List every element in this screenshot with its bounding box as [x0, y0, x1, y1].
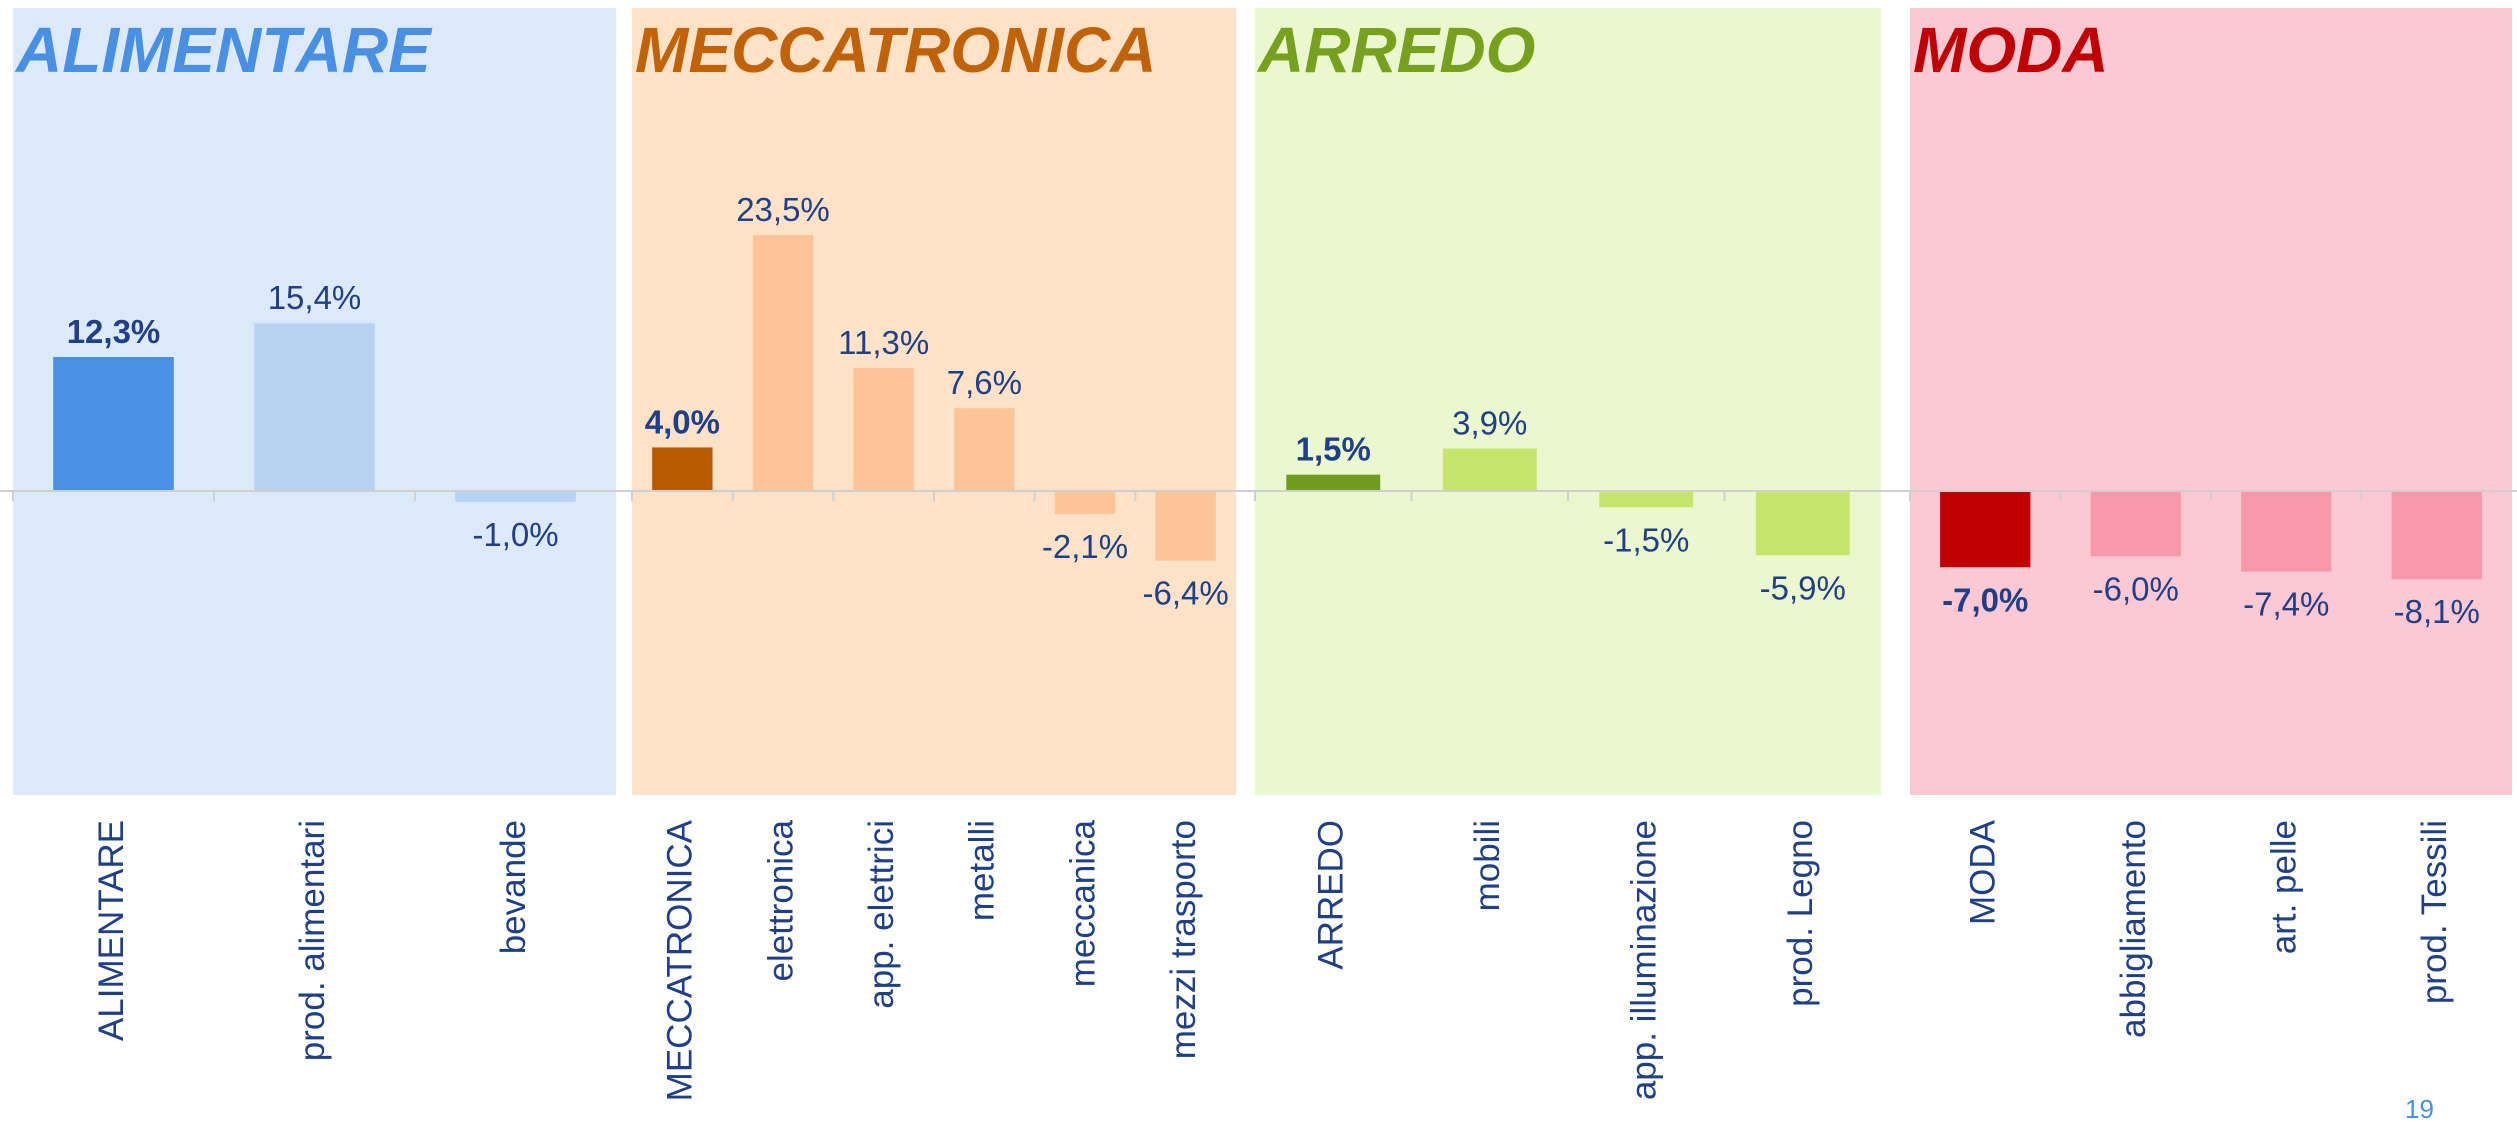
bar	[954, 408, 1015, 491]
bar	[455, 491, 576, 502]
value-label: 12,3%	[67, 313, 161, 350]
x-tick-label: abbigliamento	[2114, 820, 2153, 1038]
value-label: 7,6%	[947, 364, 1022, 401]
bar	[2391, 491, 2482, 580]
panel-background	[1910, 8, 2512, 795]
x-tick-label: ARREDO	[1312, 820, 1351, 970]
panel-background	[1255, 8, 1881, 795]
value-label: -1,5%	[1603, 521, 1689, 558]
value-label: 1,5%	[1296, 431, 1371, 468]
bar	[254, 323, 375, 491]
value-label: -6,4%	[1143, 575, 1229, 612]
x-tick-label: MECCATRONICA	[661, 819, 700, 1101]
bar	[2241, 491, 2332, 572]
x-tick-label: mezzi trasporto	[1164, 820, 1203, 1059]
x-tick-label: app. elettrici	[862, 820, 901, 1009]
value-label: 15,4%	[268, 279, 362, 316]
page-number: 19	[2405, 1094, 2434, 1122]
bar	[2090, 491, 2181, 557]
x-tick-label: bevande	[494, 820, 533, 954]
x-tick-label: metalli	[963, 820, 1002, 921]
panel-title: ARREDO	[1256, 14, 1535, 86]
panel-title: MODA	[1913, 14, 2109, 86]
value-label: -7,0%	[1942, 581, 2028, 618]
panel-background	[632, 8, 1236, 795]
value-label: -8,1%	[2394, 593, 2480, 630]
bar	[652, 447, 713, 491]
value-label: -5,9%	[1760, 569, 1846, 606]
x-tick-label: elettronica	[761, 819, 800, 981]
value-label: 11,3%	[838, 324, 929, 361]
x-tick-label: MODA	[1964, 819, 2003, 925]
x-tick-label: art. pelle	[2265, 820, 2304, 954]
bar	[1442, 448, 1537, 491]
bar	[1155, 491, 1216, 561]
bar	[1286, 474, 1381, 491]
x-tick-label: ALIMENTARE	[92, 820, 131, 1041]
x-tick-label: prod. Legno	[1781, 820, 1820, 1007]
bar	[1755, 491, 1850, 556]
value-label: 4,0%	[645, 403, 720, 440]
x-tick-label: mobili	[1468, 820, 1507, 911]
panel-title: MECCATRONICA	[635, 14, 1156, 86]
x-tick-label: prod. Tessili	[2415, 820, 2454, 1004]
bar	[1940, 491, 2031, 568]
bar	[1054, 491, 1116, 514]
panel-title: ALIMENTARE	[14, 14, 433, 86]
bar	[53, 357, 174, 491]
value-label: -7,4%	[2243, 586, 2329, 623]
value-label: -1,0%	[472, 516, 558, 553]
x-tick-label: app. illuminazione	[1625, 820, 1664, 1100]
x-tick-label: meccanica	[1063, 819, 1102, 987]
value-label: 23,5%	[736, 191, 830, 228]
x-tick-label: prod. alimentari	[293, 820, 332, 1061]
bar	[752, 235, 814, 491]
value-label: -2,1%	[1042, 528, 1128, 565]
value-label: 3,9%	[1452, 405, 1527, 442]
bar	[853, 367, 914, 491]
value-label: -6,0%	[2093, 570, 2179, 607]
bar	[1599, 491, 1694, 508]
